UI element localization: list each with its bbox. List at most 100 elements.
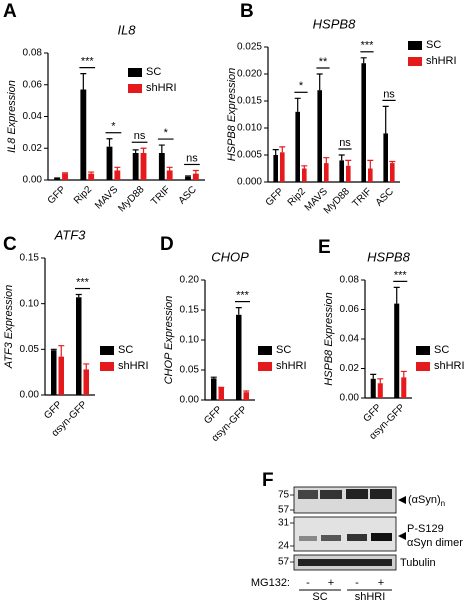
- legend-swatch: [258, 362, 272, 371]
- legend-label: SC: [434, 344, 449, 356]
- y-tick-label: 0.06: [23, 79, 43, 90]
- legend-swatch: [128, 84, 142, 93]
- bar: [192, 173, 199, 180]
- significance-label: ***: [76, 276, 90, 288]
- panel-letter: C: [3, 234, 17, 255]
- y-tick-label: 0.020: [237, 69, 262, 80]
- chart-title: HSPB8: [313, 16, 356, 31]
- y-axis-label: ATF3 Expression: [3, 285, 15, 370]
- legend-label: shHRI: [118, 360, 149, 372]
- y-tick-label: 0.000: [237, 177, 262, 188]
- y-tick-label: 0.20: [180, 275, 200, 286]
- error-bar: [140, 147, 147, 154]
- legend-label: SC: [426, 39, 441, 51]
- legend-label: SC: [276, 344, 291, 356]
- bar: [273, 155, 278, 182]
- bar: [114, 170, 121, 180]
- chart: 0.000.050.100.150.20GFPαsyn-GFP***SCshHR…: [160, 234, 307, 444]
- bar: [166, 170, 173, 180]
- x-tick-label: GFP: [202, 404, 225, 427]
- bar: [236, 314, 242, 400]
- y-tick-label: 0.04: [23, 111, 43, 122]
- panel-letter: E: [318, 237, 331, 258]
- significance-label: ***: [236, 290, 250, 302]
- legend-label: shHRI: [434, 360, 465, 372]
- error-bar: [218, 386, 225, 388]
- error-bar: [158, 144, 165, 154]
- chart-title: CHOP: [211, 249, 249, 264]
- treatment-label: MG132:: [251, 577, 290, 589]
- x-tick-label: TRIF: [149, 184, 172, 207]
- y-tick-label: 0.04: [340, 334, 360, 345]
- bar: [88, 173, 95, 180]
- bar: [62, 173, 68, 180]
- y-tick-label: 0.005: [237, 150, 262, 161]
- bar: [280, 152, 285, 182]
- y-tick-label: 0.00: [20, 390, 40, 401]
- error-bar: [106, 138, 113, 147]
- y-tick-label: 0.05: [180, 365, 200, 376]
- bar: [317, 90, 322, 182]
- y-tick-label: 0.010: [237, 123, 262, 134]
- y-tick-label: 0.08: [23, 48, 43, 59]
- y-tick-label: 0.08: [340, 275, 360, 286]
- significance-label: *: [299, 80, 304, 92]
- legend-swatch: [416, 362, 430, 371]
- band-label: Tubulin: [400, 557, 436, 569]
- bar: [140, 153, 147, 180]
- error-bar: [58, 345, 65, 357]
- bar: [51, 350, 57, 395]
- significance-label: ns: [134, 130, 146, 142]
- panel-letter: A: [3, 1, 17, 22]
- band-label: P-S129: [407, 523, 444, 535]
- error-bar: [389, 160, 396, 164]
- significance-label: ***: [81, 56, 95, 68]
- chart-title: ATF3: [54, 227, 87, 242]
- error-bar: [338, 154, 345, 161]
- error-bar: [400, 370, 407, 378]
- arrow: [398, 496, 406, 504]
- band: [320, 490, 342, 499]
- legend-label: SC: [118, 344, 133, 356]
- lane-label: -: [355, 577, 359, 589]
- bar: [80, 89, 87, 180]
- legend-swatch: [416, 346, 430, 355]
- band: [298, 490, 318, 499]
- bar: [54, 178, 61, 180]
- significance-label: ***: [361, 40, 375, 52]
- x-tick-label: GFP: [264, 186, 287, 209]
- arrow: [398, 532, 406, 540]
- bar: [383, 133, 388, 182]
- error-bar: [62, 172, 69, 174]
- significance-label: ns: [383, 88, 395, 100]
- bar: [370, 378, 376, 398]
- y-tick-label: 0.15: [20, 253, 40, 264]
- error-bar: [377, 378, 384, 384]
- error-bar: [316, 73, 323, 91]
- lane-label: +: [328, 577, 334, 589]
- bar: [106, 146, 113, 180]
- error-bar: [132, 149, 139, 154]
- bar: [132, 153, 139, 180]
- error-bar: [367, 159, 374, 169]
- error-bar: [301, 165, 308, 169]
- y-tick-label: 0.10: [20, 298, 40, 309]
- lane-label: +: [378, 577, 384, 589]
- legend-swatch: [128, 68, 142, 77]
- bar: [185, 176, 191, 180]
- error-bar: [114, 166, 121, 171]
- bar: [346, 165, 351, 182]
- bar: [158, 153, 165, 180]
- bar: [361, 63, 366, 183]
- chart-title: IL8: [117, 22, 136, 37]
- bar: [394, 303, 400, 398]
- y-axis-label: HSPB8 Expression: [323, 292, 335, 386]
- significance-label: *: [111, 121, 116, 133]
- legend-swatch: [258, 346, 272, 355]
- error-bar: [393, 286, 400, 304]
- marker: 75: [278, 490, 290, 501]
- bar: [377, 383, 383, 398]
- legend-swatch: [100, 346, 114, 355]
